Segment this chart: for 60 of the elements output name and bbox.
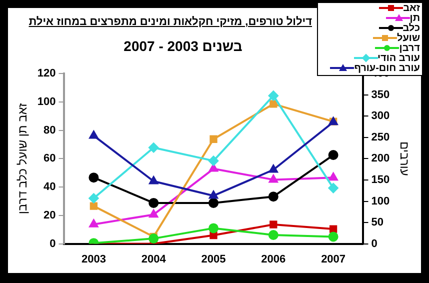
- y2-tick-label: 350: [371, 88, 390, 101]
- point: [148, 198, 159, 208]
- chart-subtitle: בשנים 2003 - 2007: [122, 38, 244, 54]
- y-tick-label: 60: [44, 152, 56, 165]
- y-tick-label: 120: [37, 68, 56, 80]
- y2-tick-label: 250: [371, 131, 390, 144]
- point: [148, 142, 159, 153]
- legend-label: תן: [410, 13, 420, 24]
- point: [149, 176, 158, 184]
- point: [268, 174, 278, 183]
- point: [328, 150, 338, 160]
- y2-tick-label: 200: [371, 152, 390, 165]
- legend-label: שועל: [397, 33, 420, 44]
- y-tick-label: 80: [44, 124, 56, 136]
- y2-axis-title: עורבים: [397, 142, 412, 176]
- point: [268, 192, 278, 202]
- point: [328, 172, 338, 181]
- point: [268, 164, 278, 173]
- point: [88, 193, 99, 204]
- point: [208, 223, 218, 234]
- point: [149, 210, 158, 218]
- point: [210, 231, 218, 240]
- point: [268, 230, 278, 240]
- point: [90, 202, 98, 210]
- legend-label: עורב חום-עורף: [354, 63, 420, 74]
- point: [209, 190, 218, 199]
- x-tick-label: 2004: [141, 253, 167, 266]
- point: [208, 156, 218, 166]
- legend-label: עורב הודי: [378, 53, 420, 64]
- legend-label: זאב: [403, 3, 420, 14]
- point: [328, 232, 338, 242]
- point: [148, 234, 159, 244]
- point: [329, 225, 338, 233]
- y2-tick-label: 0: [371, 238, 378, 250]
- y2-tick-label: 100: [371, 195, 390, 208]
- legend-label: כלב: [402, 23, 420, 34]
- point: [89, 130, 98, 139]
- y2-tick-label: 300: [371, 110, 390, 122]
- point: [268, 90, 278, 101]
- point: [270, 100, 278, 108]
- y-axis-title: זאב תן שועל כלב דרבן: [16, 103, 30, 214]
- x-tick-label: 2003: [81, 253, 106, 266]
- point: [210, 135, 218, 143]
- point: [328, 183, 338, 194]
- point: [88, 172, 99, 183]
- point: [270, 220, 278, 228]
- y2-tick-label: 150: [371, 174, 390, 186]
- y-tick-label: 40: [44, 181, 56, 194]
- x-tick-label: 2006: [261, 253, 286, 266]
- y-tick-label: 0: [50, 238, 56, 250]
- point: [209, 164, 218, 172]
- x-tick-label: 2005: [201, 253, 226, 266]
- y-tick-label: 100: [37, 96, 56, 108]
- y-tick-label: 20: [44, 209, 56, 222]
- x-tick-label: 2007: [321, 253, 346, 266]
- chart-title: דילול טורפים, מזיקי חקלאות ומינים מתפרצים במחוז אילת: [28, 16, 312, 28]
- legend-label: דרבן: [399, 43, 420, 54]
- y2-tick-label: 50: [371, 216, 384, 229]
- point: [89, 219, 98, 228]
- point: [208, 198, 218, 208]
